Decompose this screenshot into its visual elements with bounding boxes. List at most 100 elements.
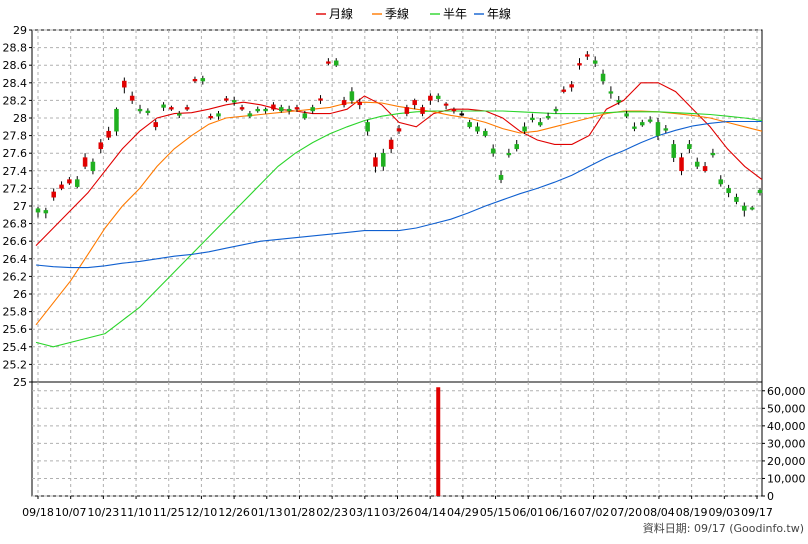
candle-body bbox=[90, 161, 96, 172]
candle-body bbox=[538, 122, 543, 126]
price-tick-label: 28.2 bbox=[3, 94, 28, 107]
price-tick-label: 25.6 bbox=[3, 323, 28, 336]
candle-body bbox=[718, 179, 724, 185]
candle-body bbox=[310, 107, 315, 112]
candle-body bbox=[616, 100, 621, 103]
candle-body bbox=[381, 152, 386, 167]
candle-body bbox=[757, 189, 763, 194]
candle-body bbox=[553, 108, 559, 112]
candle-body bbox=[263, 108, 268, 112]
x-tick-label: 10/23 bbox=[88, 506, 120, 519]
volume-tick-label: 30,000 bbox=[767, 437, 806, 450]
candle-body bbox=[475, 126, 480, 132]
legend-label: 月線 bbox=[329, 6, 353, 21]
price-tick-label: 27.8 bbox=[3, 130, 28, 143]
candle-body bbox=[404, 107, 410, 114]
candle-body bbox=[702, 166, 708, 172]
candle-body bbox=[647, 119, 653, 122]
volume-grid bbox=[32, 382, 762, 497]
volume-bars bbox=[436, 387, 441, 496]
price-tick-label: 28.4 bbox=[3, 77, 28, 90]
candle-body bbox=[435, 95, 441, 99]
x-tick-label: 01/28 bbox=[284, 506, 316, 519]
ma-line-半年 bbox=[35, 110, 763, 348]
candle-body bbox=[577, 63, 582, 66]
legend-label: 半年 bbox=[443, 7, 467, 21]
candle-body bbox=[632, 126, 637, 129]
price-tick-label: 27.6 bbox=[3, 147, 28, 160]
candle-body bbox=[51, 191, 56, 198]
price-tick-label: 28.6 bbox=[3, 59, 28, 72]
candle-body bbox=[255, 108, 260, 112]
volume-tick-label: 20,000 bbox=[767, 455, 806, 468]
candle-body bbox=[333, 60, 339, 66]
candle-body bbox=[231, 100, 237, 103]
candle-body bbox=[122, 80, 127, 88]
price-tick-label: 26.8 bbox=[3, 218, 28, 231]
candle-body bbox=[286, 108, 292, 112]
candle-body bbox=[357, 101, 363, 106]
candle-body bbox=[726, 188, 731, 194]
candle-body bbox=[106, 130, 111, 138]
x-tick-label: 06/01 bbox=[512, 506, 544, 519]
candle-body bbox=[443, 103, 449, 106]
price-tick-label: 25.2 bbox=[3, 358, 28, 371]
candle-body bbox=[592, 60, 598, 64]
candle-body bbox=[35, 208, 41, 213]
moving-average-lines bbox=[35, 82, 763, 348]
candle-body bbox=[514, 144, 519, 150]
x-tick-label: 12/26 bbox=[218, 506, 250, 519]
x-tick-label: 10/07 bbox=[55, 506, 87, 519]
candle-body bbox=[467, 122, 472, 128]
candle-body bbox=[129, 95, 135, 101]
candle-body bbox=[663, 128, 669, 131]
price-y-axis: 29 28.8 28.6 28.4 28.2 28 27.8 27.6 27.4 27.2 27 26… bbox=[3, 24, 32, 389]
candle-body bbox=[247, 113, 253, 117]
x-tick-label: 09/03 bbox=[708, 506, 740, 519]
price-grid bbox=[32, 29, 762, 383]
candle-body bbox=[545, 115, 551, 119]
candle-body bbox=[365, 122, 370, 132]
ma-line-季線 bbox=[35, 101, 763, 326]
x-tick-label: 07/20 bbox=[610, 506, 642, 519]
candle-body bbox=[734, 196, 739, 202]
candle-body bbox=[655, 122, 661, 136]
candle-body bbox=[640, 122, 645, 126]
x-tick-label: 11/25 bbox=[153, 506, 185, 519]
x-tick-label: 08/04 bbox=[643, 506, 675, 519]
candle-body bbox=[239, 107, 245, 110]
candle-body bbox=[137, 108, 143, 112]
candle-body bbox=[153, 122, 158, 128]
candle-body bbox=[192, 79, 198, 82]
volume-tick-label: 40,000 bbox=[767, 420, 806, 433]
legend: 月線 季線 半年 年線 bbox=[316, 6, 511, 21]
candlesticks bbox=[35, 51, 763, 219]
x-tick-label: 11/10 bbox=[120, 506, 152, 519]
price-tick-label: 25 bbox=[13, 376, 27, 389]
price-tick-label: 25.4 bbox=[3, 341, 28, 354]
candle-body bbox=[749, 207, 755, 210]
candle-body bbox=[679, 157, 684, 172]
candle-body bbox=[82, 157, 88, 167]
candle-body bbox=[569, 84, 574, 88]
x-tick-label: 05/15 bbox=[480, 506, 512, 519]
candle-body bbox=[59, 184, 64, 189]
price-tick-label: 28 bbox=[13, 112, 27, 125]
price-tick-label: 26.4 bbox=[3, 253, 28, 266]
candle-body bbox=[420, 107, 425, 114]
candle-body bbox=[326, 61, 331, 64]
candle-body bbox=[114, 108, 119, 132]
candle-body bbox=[67, 179, 72, 184]
candle-body bbox=[561, 89, 567, 92]
candle-body bbox=[428, 95, 433, 101]
candle-body bbox=[169, 107, 174, 110]
x-tick-label: 04/29 bbox=[447, 506, 479, 519]
candle-body bbox=[624, 113, 629, 117]
candle-body bbox=[388, 139, 394, 150]
candle-body bbox=[396, 128, 402, 132]
candle-body bbox=[483, 130, 488, 136]
volume-tick-label: 10,000 bbox=[767, 472, 806, 485]
x-tick-label: 02/23 bbox=[316, 506, 348, 519]
